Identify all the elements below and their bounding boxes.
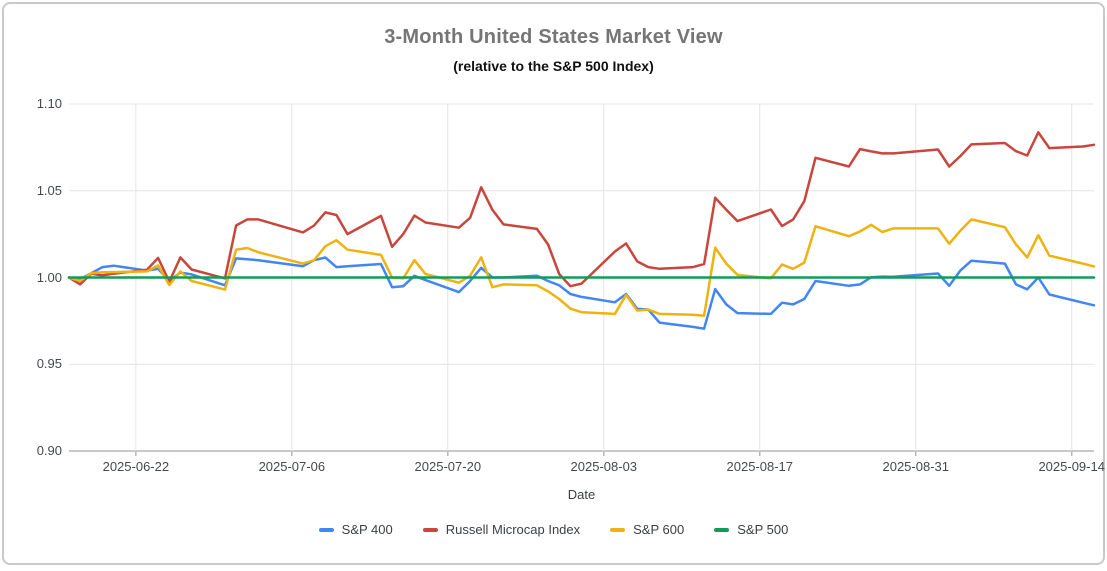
- sp500-swatch-icon: [714, 527, 730, 532]
- series-line-russell-microcap-index[interactable]: [67, 131, 1096, 288]
- x-axis-tick-label: 2025-08-17: [726, 459, 794, 474]
- x-axis-tick-label: 2025-07-06: [258, 459, 326, 474]
- legend-label-russell-microcap: Russell Microcap Index: [445, 522, 581, 537]
- legend-item-russell-microcap[interactable]: Russell Microcap Index: [422, 522, 581, 537]
- y-axis-tick-label: 0.90: [36, 443, 62, 458]
- sp400-swatch-icon: [318, 527, 334, 532]
- y-axis-tick-label: 1.00: [36, 269, 62, 285]
- legend-item-sp400[interactable]: S&P 400: [318, 522, 393, 537]
- chart-title: 3-Month United States Market View: [384, 26, 723, 48]
- legend-label-sp500: S&P 500: [737, 522, 789, 537]
- line-chart-canvas[interactable]: [4, 4, 1107, 571]
- chart-subtitle: (relative to the S&P 500 Index): [453, 58, 654, 74]
- legend-label-sp400: S&P 400: [341, 522, 393, 537]
- x-axis-title: Date: [567, 487, 596, 502]
- x-axis-tick-label: 2025-08-31: [882, 459, 949, 474]
- series-line-s-p-600[interactable]: [67, 218, 1096, 317]
- series-line-s-p-400[interactable]: [67, 256, 1096, 330]
- x-axis-tick-label: 2025-07-20: [414, 459, 482, 474]
- y-axis-tick-label: 1.10: [36, 96, 62, 111]
- legend: S&P 400 Russell Microcap Index S&P 600 S…: [4, 522, 1103, 537]
- legend-item-sp500[interactable]: S&P 500: [714, 522, 788, 537]
- x-axis-tick-label: 2025-06-22: [102, 459, 170, 474]
- sp600-swatch-icon: [610, 527, 626, 532]
- x-axis-tick-label: 2025-09-14: [1038, 459, 1105, 474]
- legend-item-sp600[interactable]: S&P 600: [610, 522, 684, 537]
- x-axis-tick-label: 2025-08-03: [570, 459, 638, 474]
- y-axis-tick-label: 1.05: [36, 182, 62, 198]
- legend-label-sp600: S&P 600: [633, 522, 685, 537]
- y-axis-tick-label: 0.95: [36, 356, 62, 372]
- russell-microcap-swatch-icon: [422, 527, 438, 532]
